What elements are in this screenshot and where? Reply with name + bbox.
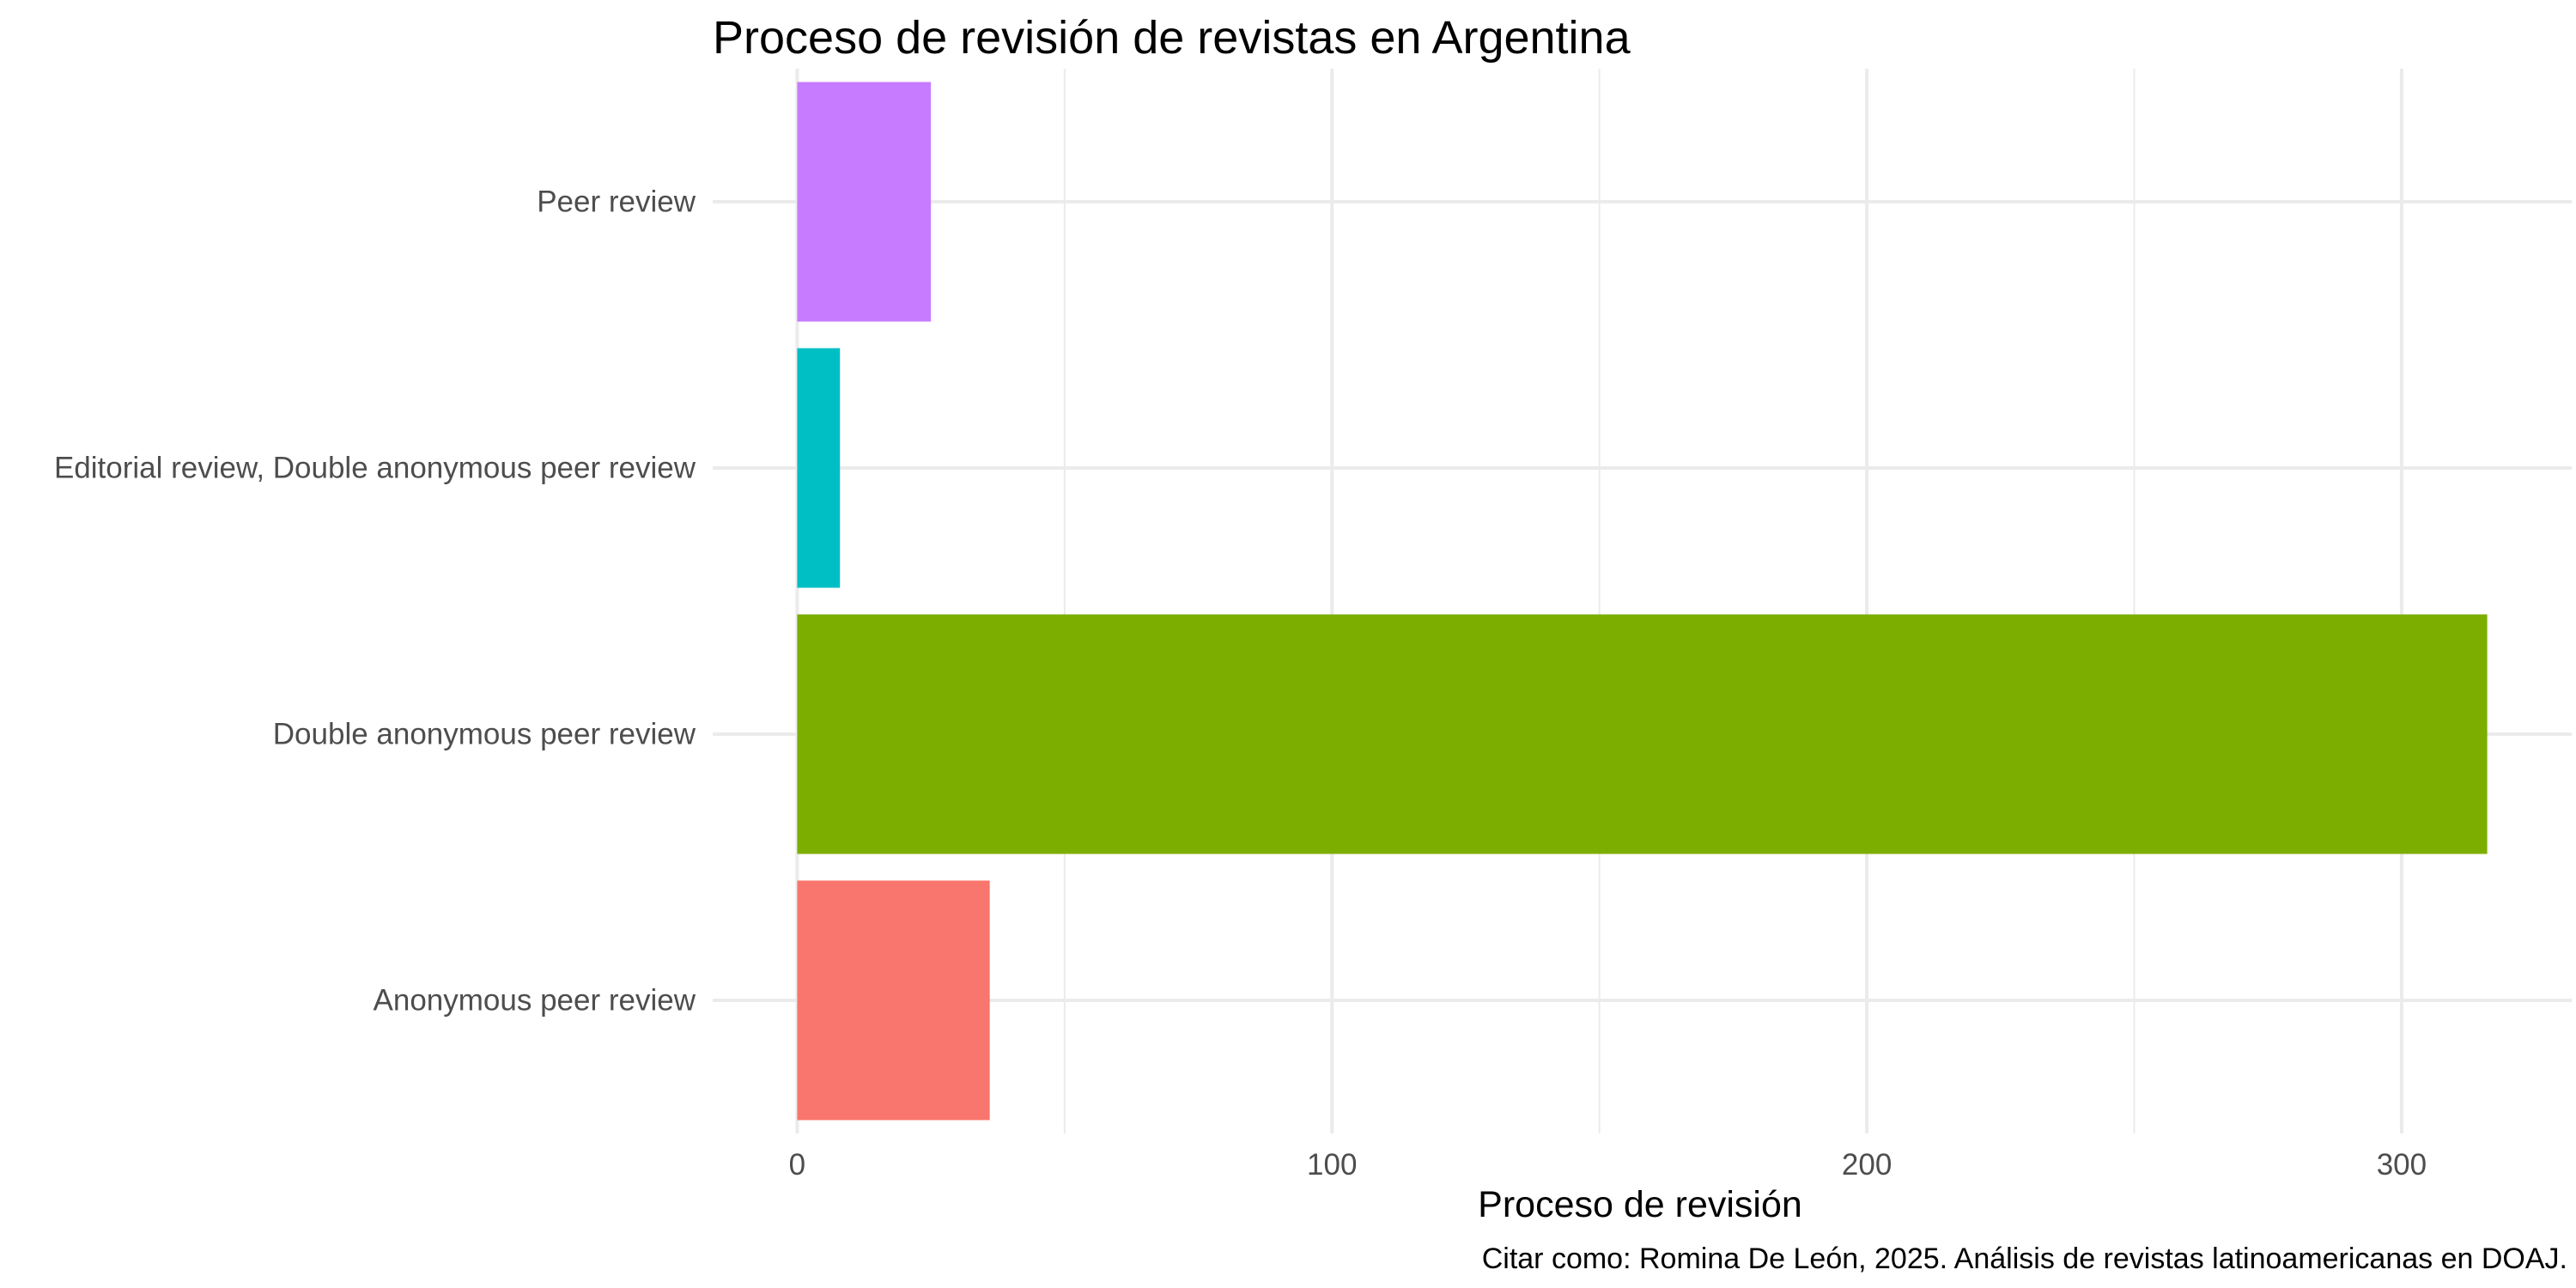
x-axis-title: Proceso de revisión xyxy=(1478,1184,1802,1225)
y-tick-label: Anonymous peer review xyxy=(374,984,696,1018)
grid xyxy=(713,69,2572,1133)
x-axis-tick-labels: 0 100 200 300 xyxy=(789,1148,2427,1182)
bar xyxy=(797,348,841,588)
y-tick-label: Peer review xyxy=(537,185,696,219)
bar xyxy=(797,82,932,322)
y-axis-tick-labels: Anonymous peer review Double anonymous pe… xyxy=(54,185,696,1018)
x-tick-label: 100 xyxy=(1307,1148,1357,1182)
bar xyxy=(797,614,2488,854)
y-tick-label: Editorial review, Double anonymous peer … xyxy=(54,452,696,485)
chart-title: Proceso de revisión de revistas en Argen… xyxy=(713,12,1631,64)
y-tick-label: Double anonymous peer review xyxy=(273,718,696,751)
bars xyxy=(797,82,2488,1121)
bar xyxy=(797,880,990,1121)
x-tick-label: 300 xyxy=(2377,1148,2427,1182)
x-tick-label: 200 xyxy=(1842,1148,1892,1182)
chart-caption: Citar como: Romina De León, 2025. Anális… xyxy=(1482,1242,2567,1275)
x-tick-label: 0 xyxy=(789,1148,805,1182)
